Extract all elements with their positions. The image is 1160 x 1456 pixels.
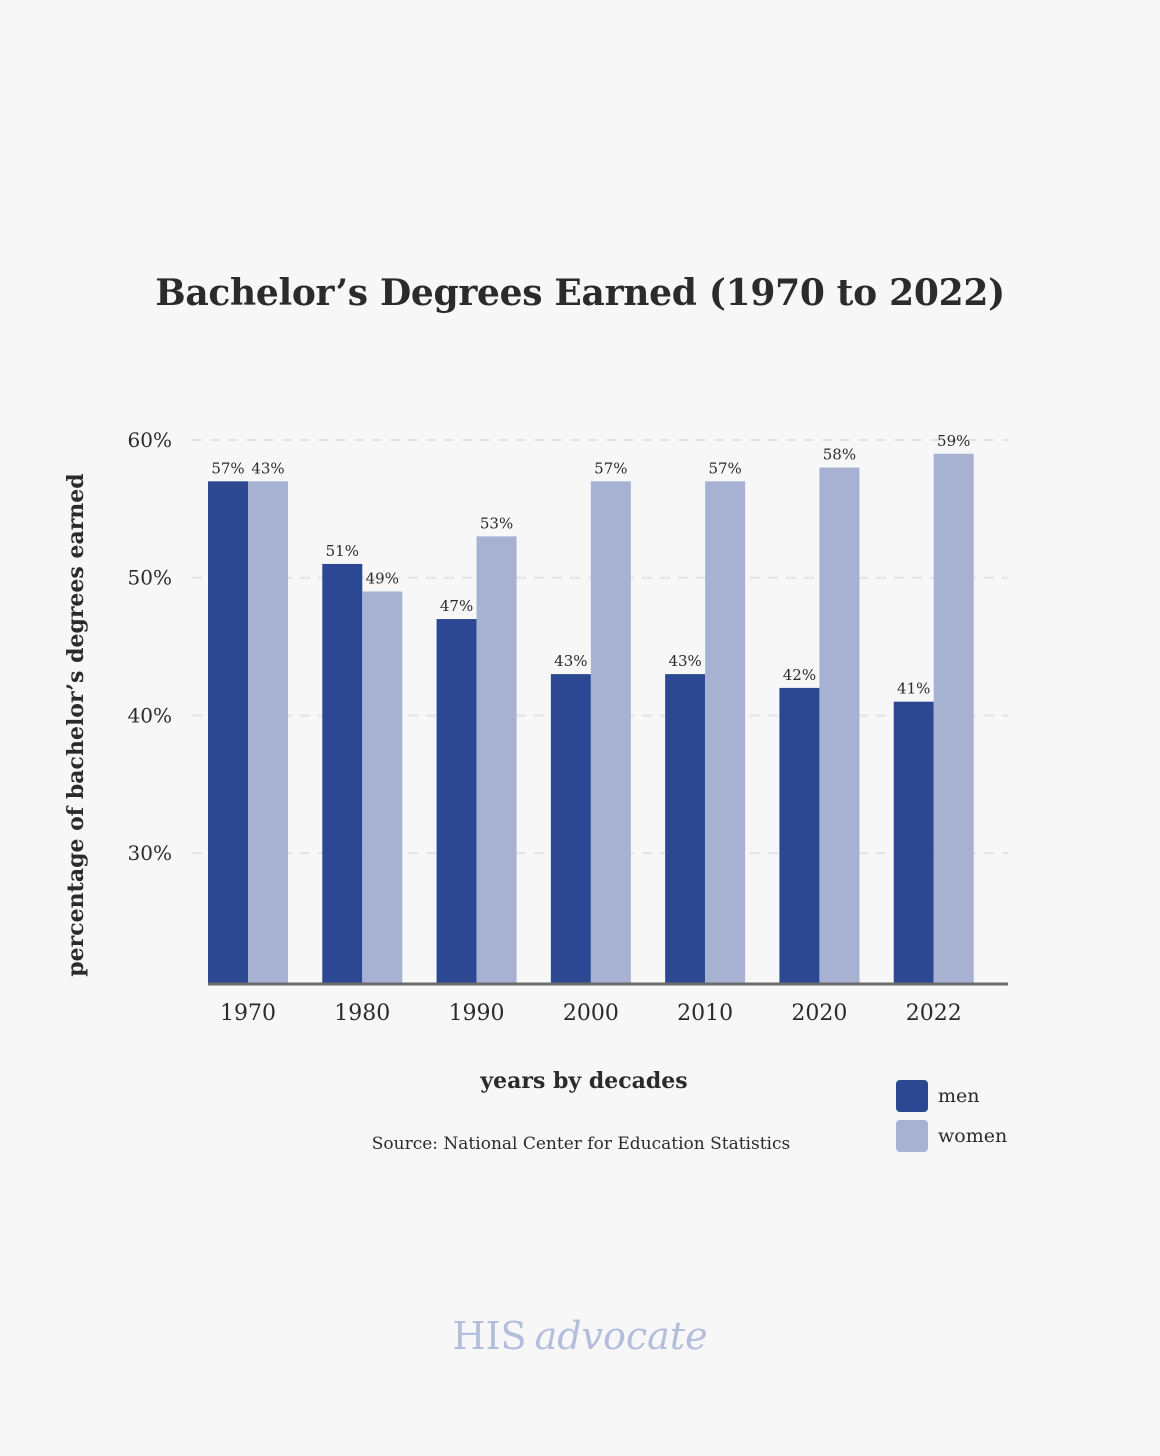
legend-swatch-men [896, 1080, 928, 1112]
brand-logo: HIS advocate [0, 1314, 1160, 1358]
legend-label-men: men [938, 1085, 980, 1107]
brand-part-2: advocate [534, 1314, 708, 1358]
bar-men-2010 [665, 674, 706, 984]
y-tick-label: 40% [128, 703, 172, 727]
legend: men women [896, 1080, 1007, 1160]
bar-men-1990 [436, 619, 477, 984]
y-axis-label: percentage of bachelor’s degrees earned [63, 473, 89, 977]
data-label: 43% [251, 459, 284, 477]
bar-men-1980 [322, 563, 363, 984]
data-label: 53% [480, 514, 513, 532]
bar-women-2010 [705, 481, 746, 984]
data-label: 58% [823, 446, 856, 464]
y-tick-label: 60% [128, 428, 172, 452]
data-label: 47% [440, 597, 473, 615]
x-tick-label: 2000 [563, 1001, 619, 1026]
bar-women-1980 [362, 591, 403, 984]
data-label: 41% [897, 680, 930, 698]
legend-item-men: men [896, 1080, 1007, 1112]
bar-men-2000 [550, 674, 591, 984]
x-axis-label: years by decades [480, 1068, 688, 1094]
bar-women-1990 [476, 536, 517, 984]
y-tick-label: 30% [128, 841, 172, 865]
data-label: 42% [783, 666, 816, 684]
source-note: Source: National Center for Education St… [371, 1134, 791, 1154]
bar-men-2022 [893, 701, 934, 984]
x-tick-label: 1990 [449, 1001, 505, 1026]
chart-title: Bachelor’s Degrees Earned (1970 to 2022) [155, 272, 1005, 314]
bar-women-2000 [590, 481, 631, 984]
y-tick-label: 50% [128, 566, 172, 590]
brand-part-1: HIS [452, 1314, 527, 1358]
data-label: 49% [366, 569, 399, 587]
legend-swatch-women [896, 1120, 928, 1152]
data-label: 57% [594, 459, 627, 477]
data-label: 43% [668, 652, 701, 670]
data-label: 43% [554, 652, 587, 670]
data-label: 57% [708, 459, 741, 477]
x-tick-label: 2022 [906, 1001, 962, 1026]
bar-women-2022 [933, 453, 974, 984]
legend-item-women: women [896, 1120, 1007, 1152]
data-label: 51% [326, 542, 359, 560]
bar-women-2020 [819, 467, 860, 984]
bar-men-2020 [779, 687, 820, 984]
legend-label-women: women [938, 1125, 1008, 1147]
bar-women-1970 [248, 481, 288, 984]
data-label: 59% [937, 432, 970, 450]
x-tick-label: 2020 [791, 1001, 847, 1026]
x-tick-label: 1980 [334, 1001, 390, 1026]
bar-men-1970 [208, 481, 248, 984]
x-tick-label: 2010 [677, 1001, 733, 1026]
x-tick-label: 1970 [220, 1001, 276, 1026]
data-label: 57% [211, 459, 244, 477]
